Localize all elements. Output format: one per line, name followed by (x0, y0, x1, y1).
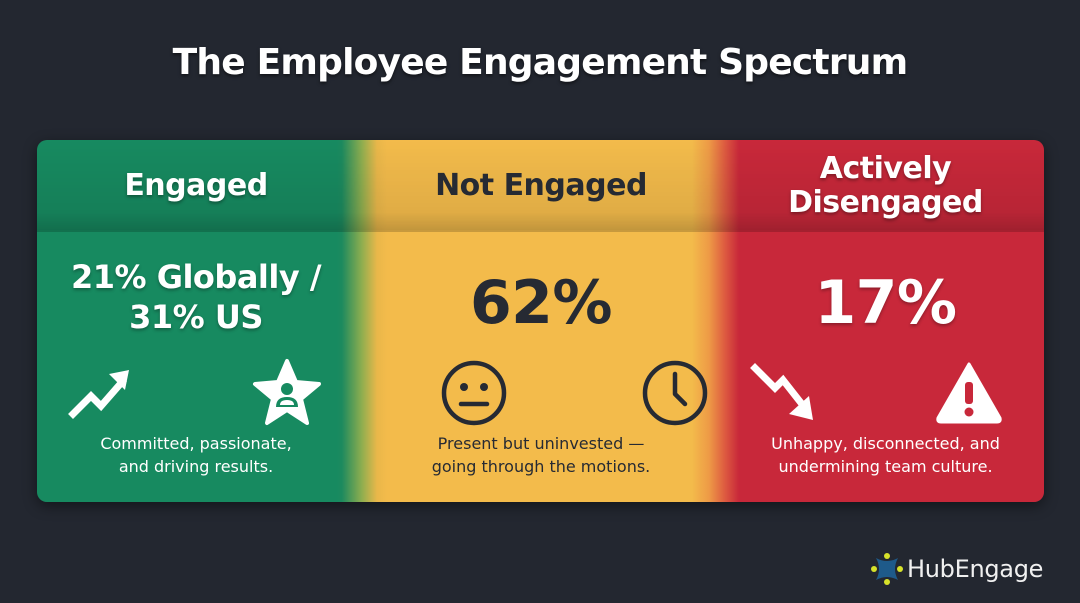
neutral-face-icon (439, 358, 509, 428)
clock-icon (640, 358, 710, 428)
stat-line-2: 31% US (129, 298, 263, 336)
hubengage-logo: HubEngage (870, 551, 1043, 587)
description-actively-disengaged: Unhappy, disconnected, and undermining t… (771, 434, 1000, 476)
stat-line-1: 21% Globally / (70, 258, 322, 296)
description-not-engaged: Present but uninvested — going through t… (431, 434, 651, 476)
column-engaged: Engaged 21% Globally / 31% US Committed,… (37, 140, 355, 502)
header-band (37, 140, 1044, 232)
heading-actively-disengaged: Actively Disengaged (788, 151, 983, 220)
description-engaged: Committed, passionate, and driving resul… (100, 434, 292, 476)
stat-actively-disengaged: 17% (814, 268, 957, 338)
hubengage-logo-icon (870, 552, 904, 586)
star-person-icon (252, 358, 322, 428)
column-not-engaged: Not Engaged 62% Present but uninvested —… (382, 140, 708, 502)
trending-up-icon (67, 358, 137, 428)
heading-engaged: Engaged (124, 168, 268, 203)
page-title: The Employee Engagement Spectrum (172, 42, 908, 83)
stat-not-engaged: 62% (469, 268, 613, 338)
stat-engaged: 21% Globally / 31% US (37, 257, 355, 337)
trending-down-icon (749, 358, 819, 428)
column-actively-disengaged: Actively Disengaged 17% Unhappy, disconn… (727, 140, 1044, 502)
logo-text: HubEngage (907, 555, 1044, 583)
warning-icon (934, 358, 1004, 428)
engagement-spectrum-card: Engaged 21% Globally / 31% US Committed,… (37, 140, 1044, 502)
heading-not-engaged: Not Engaged (435, 168, 647, 203)
